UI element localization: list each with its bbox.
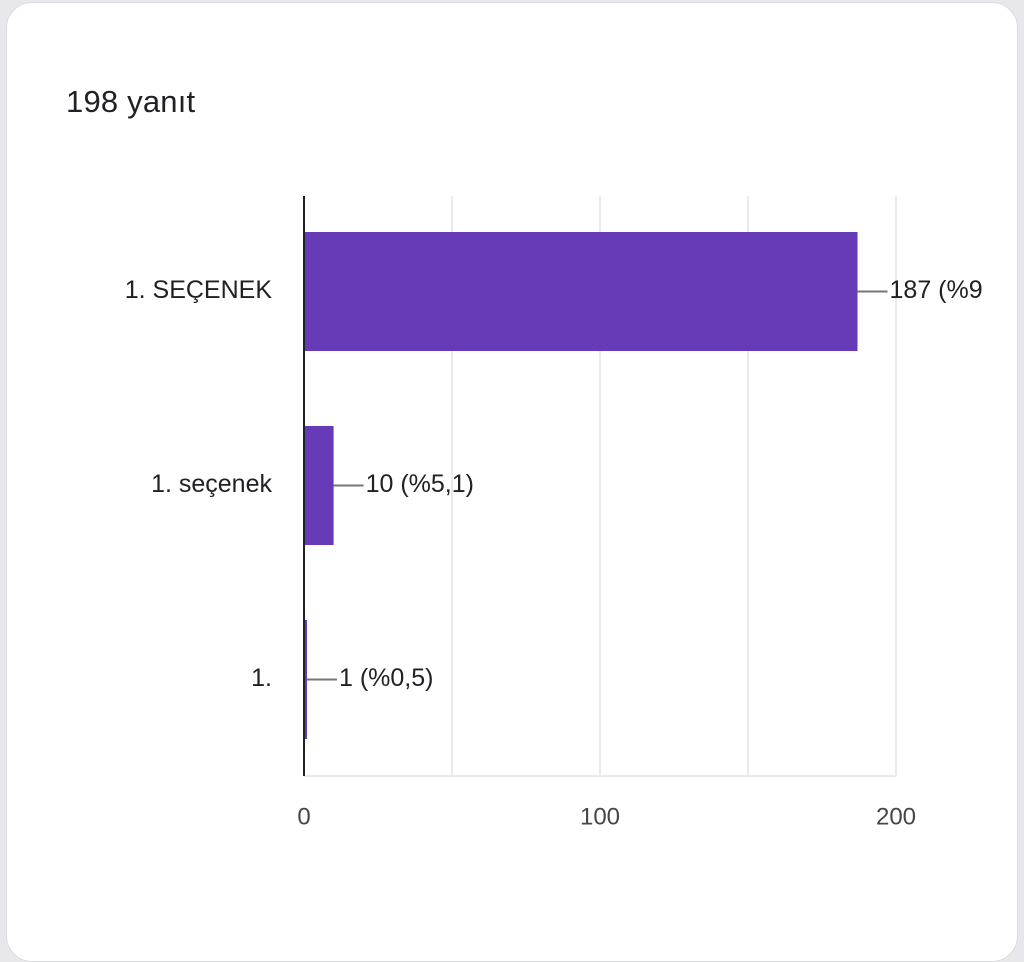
bar-chart: 1. SEÇENEK 187 (%9 1. seçenek 10 (%5,1) 1. 1 … [125,196,983,830]
category-label: 1. seçenek [151,470,272,498]
bars [304,232,858,739]
response-count: 198 yanıt [66,84,196,119]
data-label: 1 (%0,5) [339,664,433,692]
labels: 1. SEÇENEK 187 (%9 1. seçenek 10 (%5,1) 1. 1 … [125,276,983,830]
x-tick-label: 0 [297,803,310,830]
category-label: 1. SEÇENEK [125,276,273,304]
bar-2 [304,426,334,545]
data-label: 10 (%5,1) [366,470,474,498]
chart-card [6,2,1018,962]
x-tick-label: 200 [876,803,916,830]
category-label: 1. [251,664,272,692]
bar-1 [304,232,858,351]
bar-3 [304,620,307,739]
data-label: 187 (%9 [890,276,983,304]
x-tick-label: 100 [580,803,620,830]
